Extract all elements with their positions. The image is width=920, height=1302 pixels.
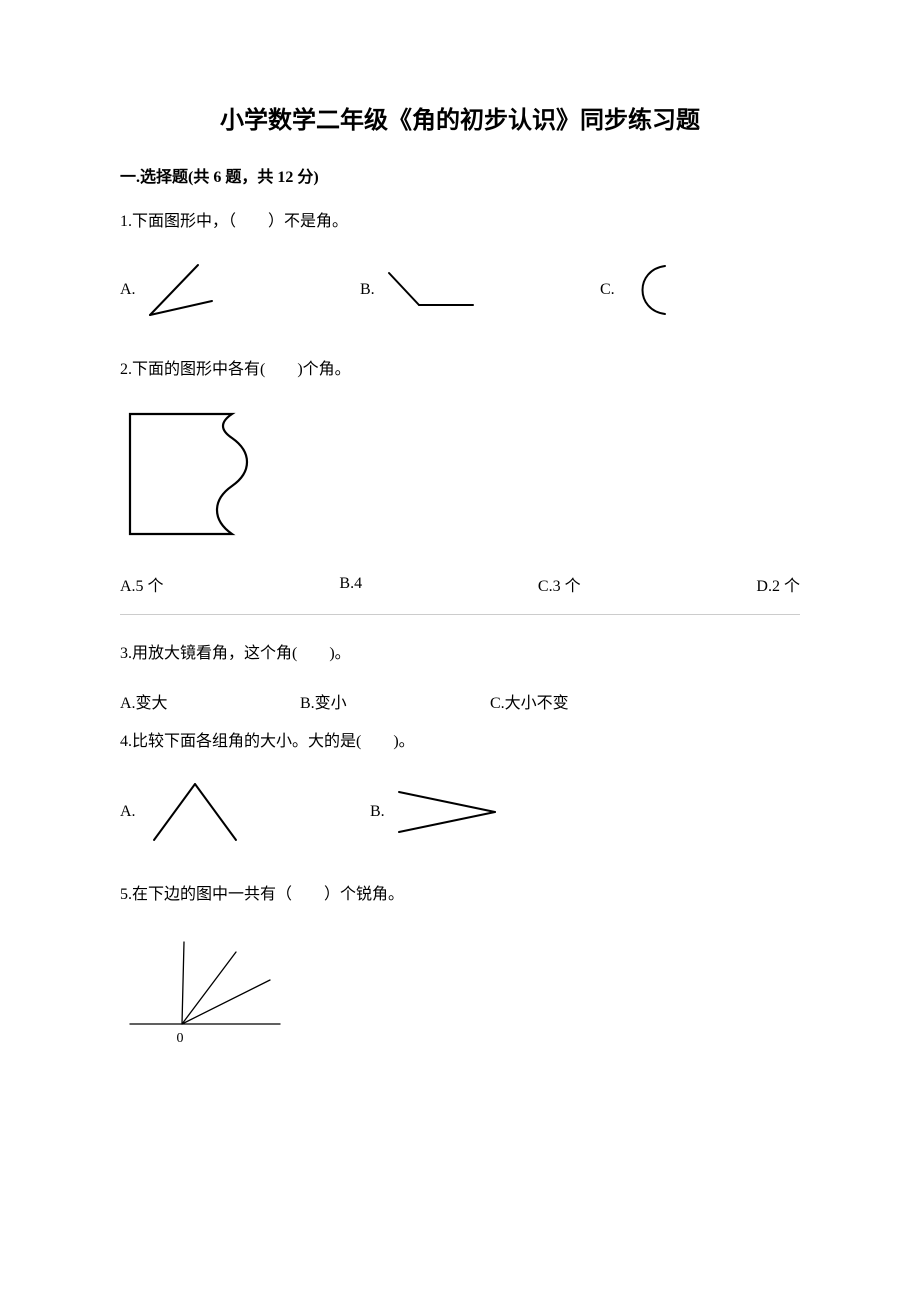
q3-opt-c: C.大小不变 — [490, 689, 569, 713]
q5-figure-block: 0 — [120, 930, 800, 1050]
q3-options: A.变大 B.变小 C.大小不变 — [120, 689, 800, 713]
q4-figure-b — [389, 784, 509, 840]
q1-opt-b-label: B. — [360, 281, 375, 299]
page: 小学数学二年级《角的初步认识》同步练习题 一.选择题(共 6 题，共 12 分)… — [0, 0, 920, 1138]
q2-opt-c: C.3 个 — [538, 572, 581, 596]
q5-figure: 0 — [120, 930, 290, 1050]
q3-opt-a: A.变大 — [120, 689, 300, 713]
page-title: 小学数学二年级《角的初步认识》同步练习题 — [120, 100, 800, 135]
q3-text: 3.用放大镜看角，这个角( )。 — [120, 641, 800, 667]
q2-text: 2.下面的图形中各有( )个角。 — [120, 357, 800, 383]
q1-options: A. B. C. — [120, 257, 800, 323]
q4-figure-a — [140, 776, 250, 848]
q4-options: A. B. — [120, 776, 800, 848]
q4-opt-a-label: A. — [120, 803, 136, 821]
q3-opt-b: B.变小 — [300, 689, 490, 713]
section-heading: 一.选择题(共 6 题，共 12 分) — [120, 163, 800, 187]
q2-options: A.5 个 B.4 C.3 个 D.2 个 — [120, 572, 800, 596]
q1-opt-c-label: C. — [600, 281, 615, 299]
q1-text: 1.下面图形中，（ ）不是角。 — [120, 209, 800, 235]
q5-text: 5.在下边的图中一共有（ ）个锐角。 — [120, 882, 800, 908]
q1-figure-b — [379, 265, 479, 315]
q2-opt-d: D.2 个 — [756, 572, 800, 596]
q1-figure-c — [619, 258, 679, 322]
q4-text: 4.比较下面各组角的大小。大的是( )。 — [120, 729, 800, 755]
q1-opt-a-label: A. — [120, 281, 136, 299]
q2-opt-a: A.5 个 — [120, 572, 164, 596]
q5-origin-label: 0 — [177, 1031, 184, 1046]
q2-figure — [120, 404, 270, 544]
q2-opt-b: B.4 — [339, 575, 362, 593]
q4-opt-b-label: B. — [370, 803, 385, 821]
q1-figure-a — [140, 257, 230, 323]
q2-figure-block — [120, 404, 800, 544]
divider — [120, 614, 800, 615]
